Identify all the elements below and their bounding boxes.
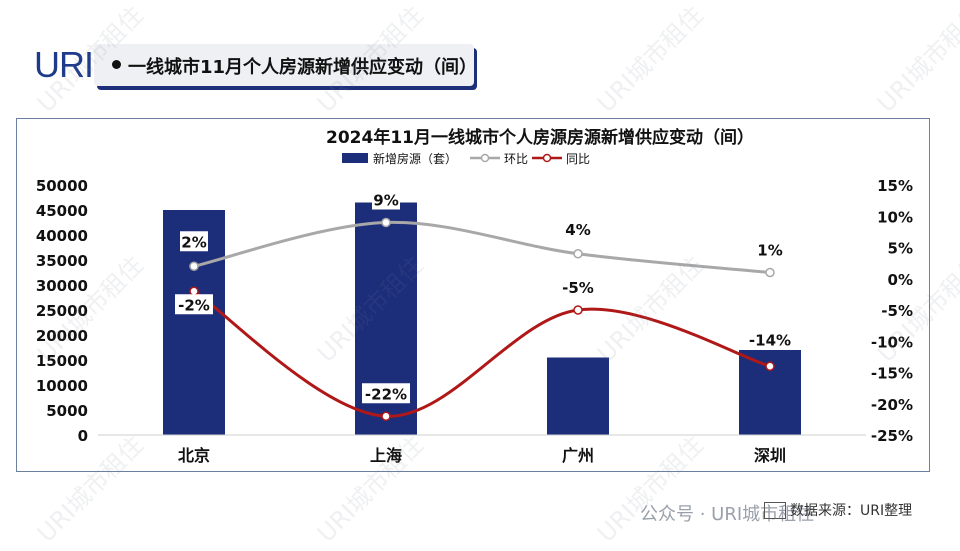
legend-label: 同比 <box>566 152 590 166</box>
left-tick-label: 0 <box>78 427 88 445</box>
source-note: 数据来源：URI整理 <box>790 503 913 519</box>
right-tick-label: 5% <box>888 240 913 258</box>
yoy-point <box>381 411 391 421</box>
bars <box>163 202 801 435</box>
chart-title: 2024年11月一线城市个人房源房源新增供应变动（间） <box>326 127 754 148</box>
mom-point <box>573 249 583 259</box>
section-title: 一线城市11月个人房源新增供应变动（间） <box>128 57 478 78</box>
section-header: 一线城市11月个人房源新增供应变动（间） <box>94 44 478 86</box>
left-tick-label: 10000 <box>36 377 88 395</box>
left-tick-label: 35000 <box>36 252 88 270</box>
mom-label-bg <box>756 239 784 260</box>
legend: 新增房源（套） 环比 同比 <box>342 151 590 166</box>
x-tick-label: 北京 <box>178 446 210 465</box>
right-tick-label: -20% <box>871 396 913 414</box>
chart-frame <box>16 118 930 472</box>
mom-line <box>193 220 771 274</box>
right-tick-label: -5% <box>881 302 913 320</box>
bullet-icon <box>112 60 121 69</box>
right-tick-label: -10% <box>871 333 913 351</box>
yoy-data-label: -14% <box>749 331 791 349</box>
computer-icon <box>764 502 786 519</box>
points <box>189 217 775 421</box>
legend-yoy-marker <box>542 153 552 163</box>
x-tick-label: 广州 <box>562 446 594 465</box>
x-axis: 北京 上海 广州 深圳 <box>98 434 866 465</box>
mom-data-label: 4% <box>565 221 590 239</box>
x-tick-label: 深圳 <box>754 446 786 465</box>
yoy-label-bg <box>746 329 794 350</box>
data-labels: 2% 9% 4% 1% -2% -22% -5% -14% <box>175 189 794 404</box>
left-tick-label: 15000 <box>36 352 88 370</box>
mom-point <box>189 261 199 271</box>
uri-logo: URI <box>34 44 94 85</box>
mom-data-label: 9% <box>373 192 398 210</box>
mom-point <box>765 267 775 278</box>
legend-label: 新增房源（套） <box>373 151 457 166</box>
right-tick-label: -25% <box>871 427 913 445</box>
yoy-label-bg <box>175 294 213 315</box>
left-tick-label: 45000 <box>36 202 88 220</box>
yoy-data-label: -5% <box>562 279 594 297</box>
legend-bar-swatch <box>342 153 368 163</box>
left-tick-label: 50000 <box>36 177 88 195</box>
yoy-point <box>573 305 583 315</box>
legend-mom-marker <box>480 153 490 163</box>
mom-label-bg <box>564 218 592 239</box>
right-tick-label: 15% <box>877 177 913 195</box>
yoy-point <box>189 286 199 296</box>
mom-point <box>381 217 391 228</box>
left-tick-label: 40000 <box>36 227 88 245</box>
x-tick-label: 上海 <box>370 446 402 465</box>
mom-data-label: 2% <box>181 233 206 251</box>
left-tick-label: 25000 <box>36 302 88 320</box>
mom-label-bg <box>372 189 400 210</box>
left-axis: 0 5000 10000 15000 20000 25000 30000 35000 40000… <box>36 177 88 445</box>
yoy-data-label: -2% <box>178 296 210 314</box>
yoy-label-bg <box>559 277 597 297</box>
right-axis: -25% -20% -15% -10% -5% 0% 5% 10% 15% <box>871 177 913 445</box>
bar <box>547 357 609 435</box>
yoy-line <box>193 289 771 418</box>
mom-data-label: 1% <box>757 242 782 260</box>
right-tick-label: 0% <box>888 271 913 289</box>
mom-label-bg <box>180 231 208 252</box>
left-tick-label: 5000 <box>46 402 88 420</box>
yoy-point <box>765 361 775 371</box>
lines <box>193 220 771 418</box>
legend-label: 环比 <box>504 152 528 166</box>
yoy-label-bg <box>362 383 410 404</box>
left-tick-label: 20000 <box>36 327 88 345</box>
yoy-data-label: -22% <box>365 385 407 403</box>
right-tick-label: -15% <box>871 365 913 383</box>
left-tick-label: 30000 <box>36 277 88 295</box>
right-tick-label: 10% <box>877 208 913 226</box>
wechat-label: 公众号 · URI城市租住 <box>640 504 815 525</box>
